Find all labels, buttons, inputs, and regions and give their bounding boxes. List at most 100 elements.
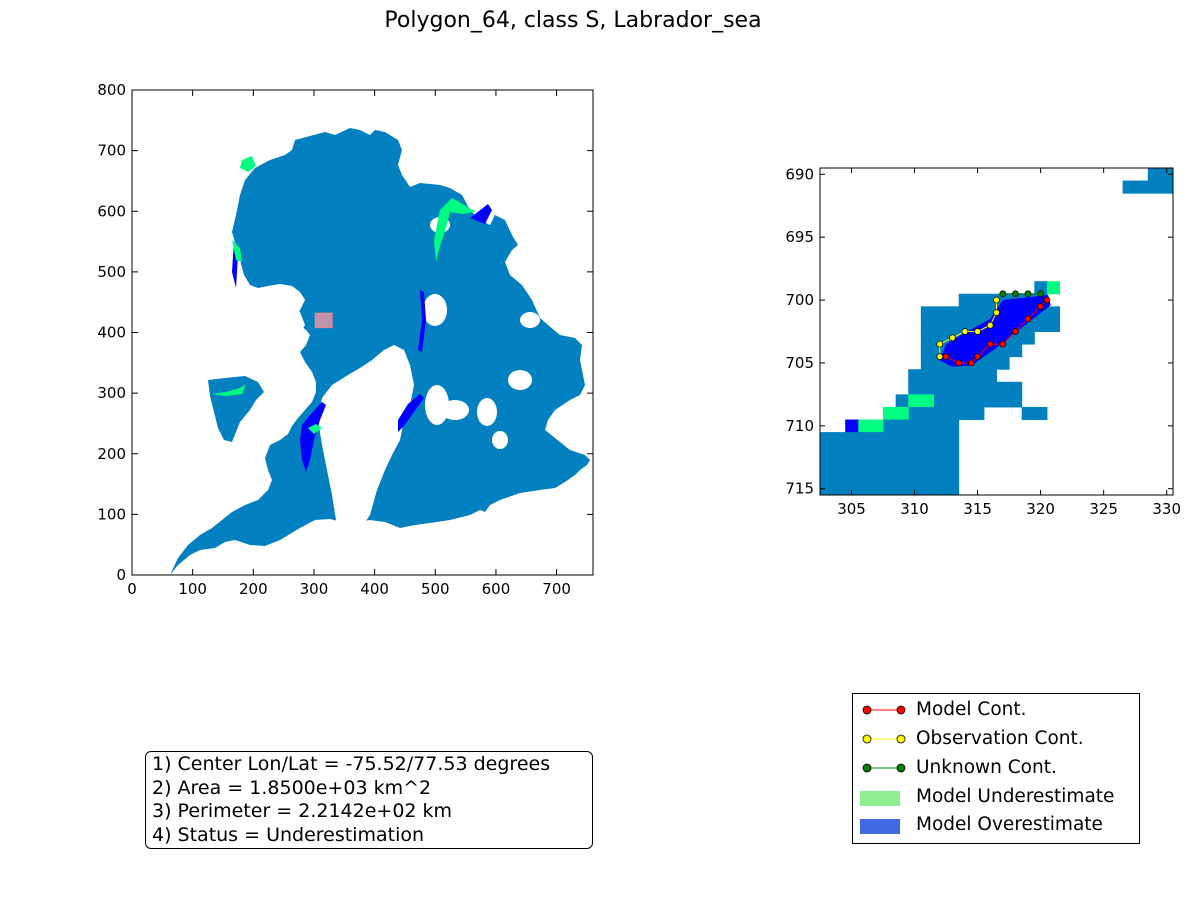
zoom-map-contours: [936, 290, 1051, 367]
observation-contour-point: [974, 328, 981, 335]
underestimate-strip-5: [308, 424, 322, 434]
map-cell: [820, 482, 960, 495]
figure-title: Polygon_64, class S, Labrador_sea: [384, 8, 762, 33]
legend-item-model-overestimate: Model Overestimate: [853, 811, 1139, 839]
y-tick-label: 710: [785, 417, 814, 435]
y-tick-label: 715: [785, 480, 814, 498]
map-cell: [820, 444, 821, 458]
model-contour-point: [1012, 328, 1019, 335]
legend-label: Model Overestimate: [916, 814, 1103, 835]
lake-3: [441, 400, 469, 420]
underestimate-strip-2: [434, 198, 476, 262]
x-tick-label: 300: [300, 580, 329, 598]
map-cell: [908, 394, 934, 408]
map-cell: [1021, 406, 1048, 421]
lake-6: [520, 312, 540, 328]
y-tick-label: 700: [97, 142, 126, 160]
observation-contour-point: [993, 296, 1000, 304]
y-tick-label: 200: [97, 445, 126, 463]
legend-item-model-underestimate: Model Underestimate: [853, 783, 1139, 811]
y-tick-label: 0: [116, 566, 126, 584]
overestimate-strip-3: [418, 290, 426, 352]
map-cell: [908, 369, 997, 383]
map-cell: [857, 419, 884, 433]
info-status: 4) Status = Underestimation: [152, 823, 425, 846]
overview-map: 0 100 200 300 400 500 600 700 0 100 200 300 400 500 60…: [97, 81, 594, 598]
unknown-contour-point: [999, 290, 1007, 298]
lake-9: [492, 431, 508, 449]
land-north-west: [238, 296, 305, 358]
x-tick-label: 200: [239, 580, 268, 598]
map-cell: [1034, 281, 1048, 295]
legend-item-unknown-cont: Unknown Cont.: [853, 754, 1139, 782]
legend-label: Observation Cont.: [916, 728, 1084, 749]
observation-contour-point: [936, 340, 944, 348]
model-contour-point: [955, 359, 963, 367]
map-cell: [820, 469, 960, 483]
lake-4: [477, 398, 497, 426]
map-cell: [908, 381, 1023, 395]
zoom-map-frame: [819, 167, 1174, 496]
info-box: 1) Center Lon/Lat = -75.52/77.53 degrees…: [145, 751, 593, 849]
overestimate-strip-4: [470, 204, 492, 224]
map-cell: [820, 444, 960, 458]
greenland-land: [318, 345, 414, 548]
x-tick-label: 320: [1026, 500, 1055, 518]
unknown-contour-point: [1037, 290, 1044, 298]
y-tick-label: 500: [97, 263, 126, 281]
map-cell: [845, 419, 859, 433]
legend-item-observation-cont: Observation Cont.: [853, 725, 1139, 753]
y-tick-label: 800: [97, 81, 126, 99]
model-contour-point: [1024, 315, 1032, 323]
overview-map-body: [170, 128, 590, 575]
x-tick-label: 330: [1152, 500, 1181, 518]
y-tick-label: 700: [785, 291, 814, 309]
model-contour-point: [974, 353, 981, 361]
x-tick-label: 500: [421, 580, 450, 598]
info-center: 1) Center Lon/Lat = -75.52/77.53 degrees: [152, 753, 551, 775]
x-tick-label: 0: [127, 580, 137, 598]
map-cell: [820, 457, 960, 471]
zoom-map: 305 310 315 320 325 330 690 695 700 705 710 715: [785, 165, 1181, 518]
unknown-cont-swatch: [862, 763, 906, 773]
y-tick-label: 100: [97, 505, 126, 523]
sea-ice-region: [170, 128, 590, 575]
x-tick-label: 100: [178, 580, 207, 598]
unknown-contour-point: [1024, 290, 1032, 298]
highlight-box: [314, 312, 333, 329]
model-contour-point: [967, 359, 975, 367]
overestimate-swatch: [860, 819, 900, 834]
map-cell: [883, 406, 909, 421]
zoom-map-ticks: 305 310 315 320 325 330 690 695 700 705 710 715: [785, 165, 1181, 518]
overestimate-blob: [939, 295, 1051, 367]
x-tick-label: 325: [1089, 500, 1118, 518]
unknown-contour-point: [1012, 290, 1019, 298]
x-tick-label: 310: [900, 500, 929, 518]
x-tick-label: 305: [837, 500, 866, 518]
observation-contour-point: [936, 353, 944, 361]
underestimate-strip-3: [232, 240, 242, 262]
model-contour-line: [945, 299, 1048, 364]
overestimate-strip-1: [300, 402, 326, 472]
legend-label: Unknown Cont.: [916, 757, 1057, 778]
map-cell: [1046, 281, 1061, 295]
observation-contour-point: [961, 328, 969, 335]
observation-contour-point: [986, 321, 994, 329]
legend: Model Cont. Observation Cont. Unknown Co…: [852, 693, 1140, 844]
legend-label: Model Underestimate: [916, 786, 1115, 807]
observation-contour-point: [993, 309, 1000, 316]
map-cell: [820, 432, 960, 446]
y-tick-label: 690: [785, 165, 814, 183]
model-contour-point: [986, 340, 994, 348]
y-tick-label: 600: [97, 202, 126, 220]
lake-7: [423, 294, 447, 326]
observation-contour-point: [949, 334, 956, 342]
underestimate-swatch: [860, 791, 900, 806]
model-cont-swatch: [862, 705, 906, 715]
info-area: 2) Area = 1.8500e+03 km^2: [152, 776, 432, 799]
legend-label: Model Cont.: [916, 699, 1027, 720]
lake-1: [360, 505, 370, 515]
underestimate-strip-1: [240, 156, 256, 172]
model-contour-point: [999, 340, 1007, 348]
